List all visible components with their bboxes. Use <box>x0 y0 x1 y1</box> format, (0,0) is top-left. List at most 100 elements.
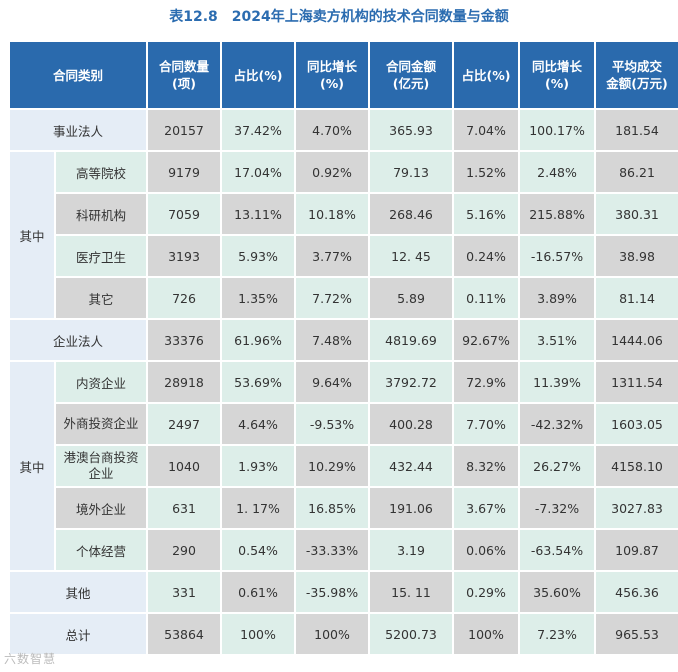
cell-count-share: 1. 17% <box>222 488 295 528</box>
cell-average: 1603.05 <box>596 404 678 444</box>
cell-count-share: 61.96% <box>222 320 295 360</box>
table-row: 总计 53864 100% 100% 5200.73 100% 7.23% 96… <box>10 614 678 654</box>
cell-count-share: 17.04% <box>222 152 295 192</box>
table-row: 外商投资企业 2497 4.64% -9.53% 400.28 7.70% -4… <box>10 404 678 444</box>
cell-count-share: 1.35% <box>222 278 295 318</box>
cell-count: 1040 <box>148 446 221 486</box>
cell-count-growth: 7.72% <box>296 278 369 318</box>
cell-count: 33376 <box>148 320 221 360</box>
cell-amount-growth: -63.54% <box>520 530 595 570</box>
cell-count-share: 0.54% <box>222 530 295 570</box>
cell-amount: 3792.72 <box>370 362 453 402</box>
row-label: 其它 <box>56 278 147 318</box>
cell-amount: 432.44 <box>370 446 453 486</box>
row-label: 总计 <box>10 614 147 654</box>
cell-count-growth: -9.53% <box>296 404 369 444</box>
cell-amount: 15. 11 <box>370 572 453 612</box>
header-category: 合同类别 <box>10 42 147 108</box>
cell-amount-growth: 3.51% <box>520 320 595 360</box>
cell-count-growth: 10.29% <box>296 446 369 486</box>
cell-amount-growth: -16.57% <box>520 236 595 276</box>
cell-count-share: 1.93% <box>222 446 295 486</box>
row-label: 境外企业 <box>56 488 147 528</box>
cell-amount-growth: 215.88% <box>520 194 595 234</box>
cell-count-growth: 3.77% <box>296 236 369 276</box>
cell-average: 380.31 <box>596 194 678 234</box>
cell-average: 1444.06 <box>596 320 678 360</box>
cell-count-share: 100% <box>222 614 295 654</box>
cell-amount-growth: 11.39% <box>520 362 595 402</box>
table-row: 其它 726 1.35% 7.72% 5.89 0.11% 3.89% 81.1… <box>10 278 678 318</box>
table-row: 企业法人 33376 61.96% 7.48% 4819.69 92.67% 3… <box>10 320 678 360</box>
row-label: 事业法人 <box>10 110 147 150</box>
table-row: 科研机构 7059 13.11% 10.18% 268.46 5.16% 215… <box>10 194 678 234</box>
cell-amount-share: 0.11% <box>454 278 519 318</box>
cell-count: 2497 <box>148 404 221 444</box>
cell-count-growth: -35.98% <box>296 572 369 612</box>
cell-amount-growth: -42.32% <box>520 404 595 444</box>
cell-count-growth: 10.18% <box>296 194 369 234</box>
cell-count-share: 37.42% <box>222 110 295 150</box>
cell-amount-growth: -7.32% <box>520 488 595 528</box>
cell-amount: 365.93 <box>370 110 453 150</box>
cell-count: 290 <box>148 530 221 570</box>
cell-average: 181.54 <box>596 110 678 150</box>
row-label: 科研机构 <box>56 194 147 234</box>
cell-count: 726 <box>148 278 221 318</box>
cell-amount-growth: 2.48% <box>520 152 595 192</box>
cell-average: 965.53 <box>596 614 678 654</box>
row-label: 外商投资企业 <box>56 404 147 444</box>
cell-amount-growth: 100.17% <box>520 110 595 150</box>
table-row: 其中 内资企业 28918 53.69% 9.64% 3792.72 72.9%… <box>10 362 678 570</box>
cell-average: 1311.54 <box>596 362 678 402</box>
cell-amount-share: 92.67% <box>454 320 519 360</box>
row-label: 个体经营 <box>56 530 147 570</box>
cell-count-share: 0.61% <box>222 572 295 612</box>
header-count-growth: 同比增长 (%) <box>296 42 369 108</box>
cell-count: 20157 <box>148 110 221 150</box>
cell-count-share: 13.11% <box>222 194 295 234</box>
table-row: 个体经营 290 0.54% -33.33% 3.19 0.06% -63.54… <box>10 530 678 570</box>
cell-amount: 3.19 <box>370 530 453 570</box>
cell-average: 109.87 <box>596 530 678 570</box>
cell-amount: 4819.69 <box>370 320 453 360</box>
cell-amount-share: 3.67% <box>454 488 519 528</box>
cell-amount-growth: 3.89% <box>520 278 595 318</box>
cell-amount-growth: 7.23% <box>520 614 595 654</box>
cell-count-growth: 16.85% <box>296 488 369 528</box>
cell-amount-share: 5.16% <box>454 194 519 234</box>
cell-average: 86.21 <box>596 152 678 192</box>
cell-count-growth: 100% <box>296 614 369 654</box>
cell-amount-share: 100% <box>454 614 519 654</box>
group-label: 其中 <box>10 362 54 570</box>
table-row: 其他 331 0.61% -35.98% 15. 11 0.29% 35.60%… <box>10 572 678 612</box>
group-label: 其中 <box>10 152 54 318</box>
cell-amount: 5200.73 <box>370 614 453 654</box>
cell-count: 7059 <box>148 194 221 234</box>
cell-amount-share: 1.52% <box>454 152 519 192</box>
cell-count-share: 53.69% <box>222 362 295 402</box>
header-amount: 合同金额 (亿元) <box>370 42 453 108</box>
table-row: 事业法人 20157 37.42% 4.70% 365.93 7.04% 100… <box>10 110 678 150</box>
cell-count-growth: 9.64% <box>296 362 369 402</box>
cell-count-growth: 0.92% <box>296 152 369 192</box>
cell-count: 53864 <box>148 614 221 654</box>
cell-count: 3193 <box>148 236 221 276</box>
cell-count: 331 <box>148 572 221 612</box>
header-count-share: 占比(%) <box>222 42 295 108</box>
cell-amount-growth: 26.27% <box>520 446 595 486</box>
cell-count: 28918 <box>148 362 221 402</box>
cell-amount: 12. 45 <box>370 236 453 276</box>
row-label: 港澳台商投资企业 <box>56 446 147 486</box>
row-label: 其他 <box>10 572 147 612</box>
watermark-logo: 六数智慧 <box>4 652 57 666</box>
table-row: 其中 高等院校 9179 17.04% 0.92% 79.13 1.52% 2.… <box>10 152 678 318</box>
cell-average: 4158.10 <box>596 446 678 486</box>
header-amount-share: 占比(%) <box>454 42 519 108</box>
cell-amount-share: 0.29% <box>454 572 519 612</box>
cell-amount-share: 7.04% <box>454 110 519 150</box>
cell-count-growth: -33.33% <box>296 530 369 570</box>
header-count: 合同数量 (项) <box>148 42 221 108</box>
cell-average: 3027.83 <box>596 488 678 528</box>
cell-count: 9179 <box>148 152 221 192</box>
